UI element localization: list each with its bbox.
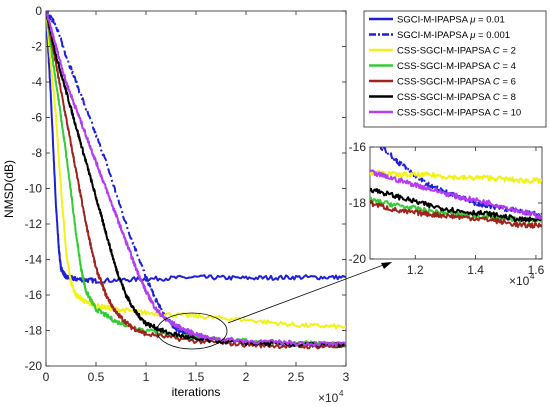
inset-x-tick-label-1: 1.4: [467, 263, 484, 277]
legend-entry-4: CSS-SGCI-M-IPAPSA C = 6: [397, 77, 516, 88]
inset-plot-area: [369, 146, 543, 260]
zoom-region-ellipse: [156, 312, 228, 350]
inset-x-tick-label-0: 1.2: [407, 263, 424, 277]
main-y-tick-label-5: -10: [25, 182, 43, 196]
main-y-tick-label-2: -4: [31, 75, 42, 89]
main-series-line-3: [46, 11, 346, 348]
main-y-tick-label-1: -2: [31, 40, 42, 54]
main-y-tick-label-3: -6: [31, 111, 42, 125]
x-axis-label: iterations: [172, 385, 221, 399]
main-y-tick-label-6: -12: [25, 217, 43, 231]
y-axis-label: NMSD(dB): [2, 160, 16, 218]
main-series-group: [46, 11, 346, 350]
main-series-line-2: [46, 12, 346, 330]
main-y-tick-label-8: -16: [25, 288, 43, 302]
zoom-arrowhead: [381, 262, 392, 269]
main-x-tick-label-6: 3: [343, 370, 350, 384]
inset-series-group: [370, 147, 542, 229]
inset-axes: 1.2 1.4 1.6 -16 -18 -20: [349, 140, 545, 277]
main-y-tick-label-10: -20: [25, 359, 43, 373]
main-x-tick-label-4: 2: [243, 370, 250, 384]
main-y-tick-label-4: -8: [31, 146, 42, 160]
main-series-line-4: [46, 11, 346, 350]
main-x-exponent: ×10 4: [318, 389, 344, 405]
legend-entry-2: CSS-SGCI-M-IPAPSA C = 2: [397, 46, 516, 57]
legend-entry-5: CSS-SGCI-M-IPAPSA C = 8: [397, 92, 516, 103]
main-x-tick-label-0: 0: [43, 370, 50, 384]
zoom-arrow: [227, 263, 387, 324]
main-x-tick-label-3: 1.5: [188, 370, 205, 384]
main-series-line-5: [46, 11, 346, 348]
svg-text:×10: ×10: [509, 274, 530, 288]
main-x-tick-label-2: 1: [143, 370, 150, 384]
inset-y-tick-label-0: -16: [349, 140, 367, 154]
main-series-line-1: [46, 11, 346, 348]
inset-y-tick-label-2: -20: [349, 252, 367, 266]
main-x-tick-label-1: 0.5: [88, 370, 105, 384]
main-x-tick-label-5: 2.5: [288, 370, 305, 384]
legend-entry-0: SGCI-M-IPAPSA μ = 0.01: [397, 15, 505, 26]
legend: SGCI-M-IPAPSA μ = 0.01 SGCI-M-IPAPSA μ = …: [369, 15, 521, 119]
inset-series-line-4: [370, 187, 542, 223]
main-y-tick-label-0: 0: [35, 4, 42, 18]
main-y-tick-label-7: -14: [25, 253, 43, 267]
inset-series-line-0: [376, 147, 542, 218]
svg-text:4: 4: [530, 272, 535, 281]
inset-x-exponent: ×10 4: [509, 272, 535, 288]
main-series-line-0: [46, 11, 346, 284]
main-series-line-6: [46, 11, 346, 347]
legend-entry-1: SGCI-M-IPAPSA μ = 0.001: [397, 30, 510, 41]
legend-box: [363, 10, 547, 128]
svg-text:4: 4: [339, 389, 344, 398]
legend-entry-6: CSS-SGCI-M-IPAPSA C = 10: [397, 108, 521, 119]
inset-y-tick-label-1: -18: [349, 196, 367, 210]
inset-x-tick-label-2: 1.6: [528, 263, 545, 277]
inset-series-line-3: [370, 199, 542, 229]
main-axes: 0 0.5 1 1.5 2 2.5 3 0 -2 -4 -6 -8 -10 -12 -14 -16 -18 -20: [25, 4, 350, 384]
svg-text:×10: ×10: [318, 391, 339, 405]
inset-series-line-1: [370, 169, 542, 184]
inset-series-line-5: [370, 169, 542, 220]
legend-entry-3: CSS-SGCI-M-IPAPSA C = 4: [397, 61, 516, 72]
main-y-tick-label-9: -18: [25, 324, 43, 338]
